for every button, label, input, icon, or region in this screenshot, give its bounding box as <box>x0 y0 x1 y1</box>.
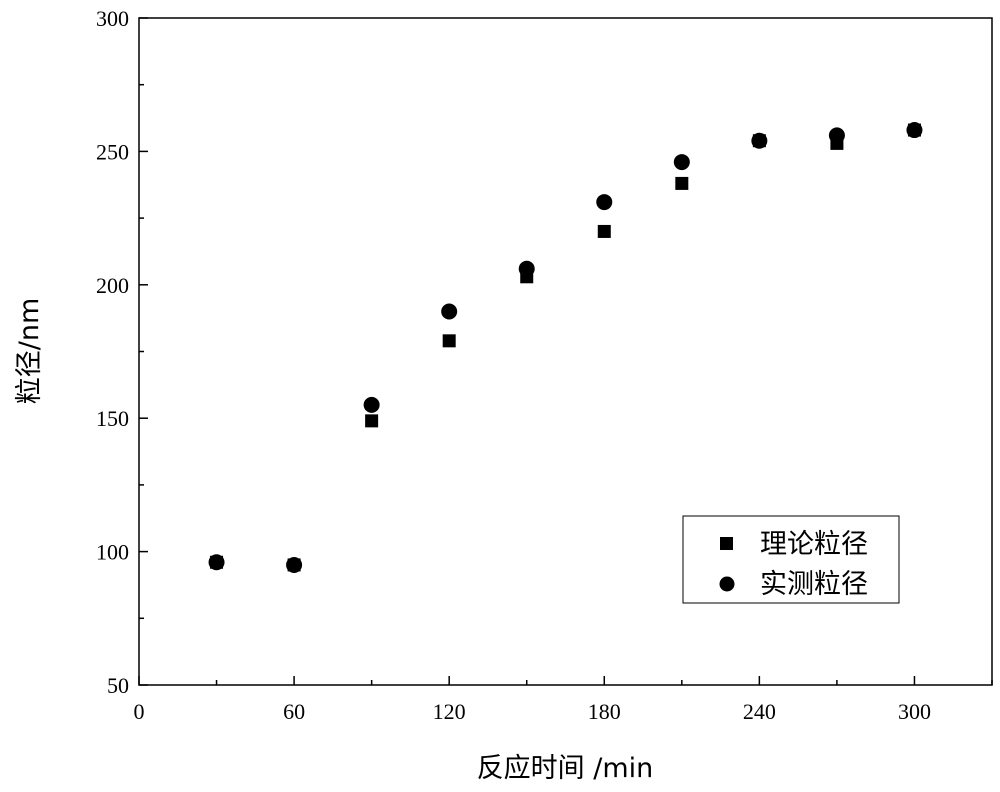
x-tick-label: 120 <box>433 699 466 724</box>
y-tick-label: 300 <box>96 6 129 31</box>
legend-box <box>682 515 900 604</box>
point-series-1 <box>365 414 379 428</box>
x-tick-label: 0 <box>134 699 145 724</box>
point-series-1 <box>597 224 611 238</box>
point-series-2 <box>518 260 535 277</box>
y-tick-label: 50 <box>107 673 129 698</box>
point-series-2 <box>751 132 768 149</box>
x-tick-label: 300 <box>898 699 931 724</box>
legend-marker-circle <box>719 576 735 592</box>
legend: 理论粒径 实测粒径 <box>682 515 900 604</box>
legend-label-series-2: 实测粒径 <box>760 569 868 600</box>
point-series-2 <box>906 122 923 139</box>
x-axis-title: 反应时间 /min <box>477 753 654 784</box>
y-tick-label: 200 <box>96 273 129 298</box>
x-axis: 0 60 120 180 240 300 <box>134 676 993 724</box>
point-series-1 <box>675 176 689 190</box>
x-tick-label: 60 <box>283 699 305 724</box>
point-series-2 <box>363 396 380 413</box>
y-axis: 50 100 150 200 250 300 <box>96 6 148 698</box>
data-points <box>208 122 923 573</box>
point-series-2 <box>441 303 458 320</box>
point-series-2 <box>673 154 690 171</box>
point-series-2 <box>208 554 225 571</box>
y-tick-label: 150 <box>96 406 129 431</box>
point-series-2 <box>828 127 845 144</box>
x-tick-label: 240 <box>743 699 776 724</box>
point-series-2 <box>286 556 303 573</box>
legend-label-series-1: 理论粒径 <box>760 529 868 560</box>
x-tick-label: 180 <box>588 699 621 724</box>
point-series-2 <box>596 194 613 211</box>
y-tick-label: 100 <box>96 540 129 565</box>
point-series-1 <box>442 334 456 348</box>
y-axis-title: 粒径/nm <box>14 298 45 405</box>
y-tick-label: 250 <box>96 139 129 164</box>
legend-marker-square <box>720 537 733 550</box>
